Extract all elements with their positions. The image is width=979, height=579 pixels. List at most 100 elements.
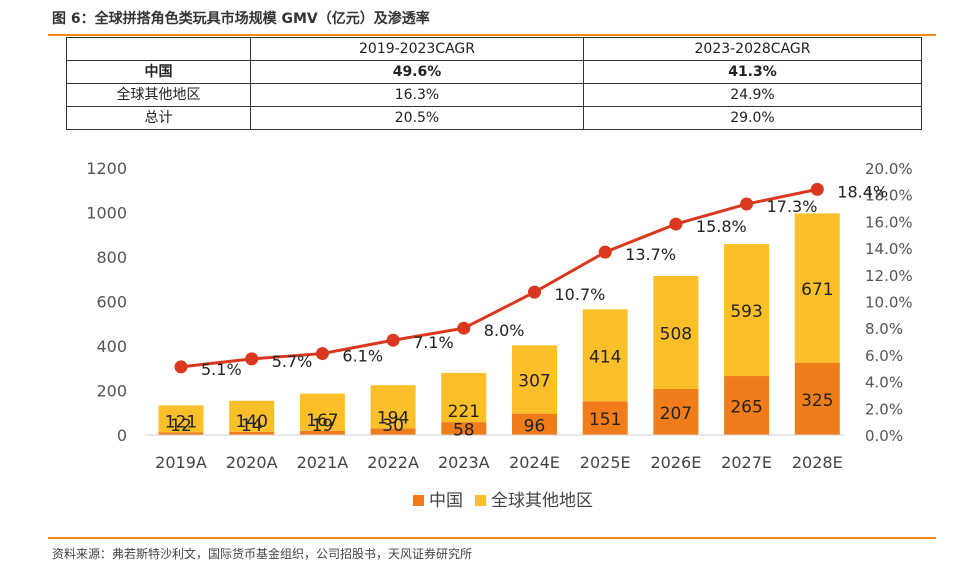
left-axis-tick-label: 200	[96, 382, 127, 401]
right-axis-tick-label: 18.0%	[865, 187, 913, 205]
data-label-rest-of-world: 593	[730, 302, 762, 322]
bar-rest-of-world	[653, 275, 699, 389]
source-note: 资料来源：弗若斯特沙利文，国际货币基金组织，公司招股书，天风证券研究所	[52, 547, 473, 561]
bar-china	[158, 432, 204, 435]
table-cell-value: 29.0%	[583, 106, 922, 130]
x-axis-category-label: 2026E	[650, 453, 701, 472]
table-cell-value: 49.6%	[250, 60, 584, 84]
bar-rest-of-world	[229, 400, 275, 432]
bar-rest-of-world	[724, 244, 770, 377]
penetration-label: 10.7%	[555, 285, 606, 304]
bar-china	[724, 376, 770, 435]
figure-title: 图 6：全球拼搭角色类玩具市场规模 GMV（亿元）及渗透率	[52, 11, 430, 27]
bar-rest-of-world	[794, 213, 840, 363]
penetration-label: 6.1%	[342, 347, 383, 366]
cagr-table: 2019-2023CAGR 2023-2028CAGR 中国 49.6% 41.…	[66, 37, 922, 130]
penetration-point	[245, 352, 259, 366]
x-axis-category-label: 2025E	[580, 453, 631, 472]
penetration-label: 5.7%	[272, 352, 313, 371]
data-label-rest-of-world: 140	[235, 412, 267, 432]
penetration-point	[528, 285, 541, 299]
bar-rest-of-world	[582, 309, 628, 402]
penetration-label: 15.8%	[696, 217, 747, 236]
data-label-china: 96	[524, 416, 546, 436]
table-row: 中国 49.6% 41.3%	[66, 60, 922, 84]
x-axis-category-label: 2022A	[367, 453, 419, 472]
legend-swatch-rest-of-world	[475, 495, 486, 506]
bar-china	[370, 428, 416, 435]
penetration-point	[810, 182, 824, 196]
right-axis-tick-label: 14.0%	[865, 240, 913, 258]
x-axis-category-label: 2027E	[721, 453, 772, 472]
table-cell-region: 全球其他地区	[66, 83, 251, 107]
right-axis-tick-label: 0.0%	[865, 427, 903, 445]
bar-china	[299, 430, 345, 435]
table-cell-region: 中国	[66, 60, 251, 84]
penetration-label: 7.1%	[413, 333, 454, 352]
data-label-rest-of-world: 167	[306, 411, 338, 431]
left-axis-tick-label: 400	[96, 337, 127, 356]
penetration-point	[386, 333, 400, 347]
bar-china	[582, 401, 628, 435]
penetration-label: 5.1%	[201, 360, 242, 379]
data-label-rest-of-world: 121	[165, 412, 197, 432]
table-header-cagr-2019-2023: 2019-2023CAGR	[250, 37, 584, 61]
x-axis-category-label: 2020A	[226, 453, 278, 472]
data-label-rest-of-world: 221	[448, 402, 480, 422]
penetration-point	[457, 321, 471, 335]
bar-rest-of-world	[370, 385, 416, 429]
x-axis-category-label: 2028E	[792, 453, 843, 472]
table-row: 全球其他地区 16.3% 24.9%	[66, 83, 922, 107]
data-label-rest-of-world: 307	[518, 371, 550, 391]
table-header-row: 2019-2023CAGR 2023-2028CAGR	[66, 37, 922, 61]
left-axis-tick-label: 0	[117, 426, 127, 445]
penetration-point	[315, 347, 329, 361]
table-cell-value: 20.5%	[250, 106, 584, 130]
left-axis-tick-label: 1000	[86, 204, 127, 223]
right-axis-tick-label: 8.0%	[865, 320, 903, 338]
penetration-point	[669, 217, 683, 231]
data-label-china: 151	[589, 410, 621, 430]
table-cell-value: 16.3%	[250, 83, 584, 107]
legend-swatch-china	[413, 495, 424, 506]
penetration-label: 18.4%	[837, 182, 888, 201]
x-axis-category-label: 2019A	[155, 453, 207, 472]
penetration-label: 13.7%	[625, 245, 676, 264]
x-axis-category-label: 2023A	[438, 453, 490, 472]
legend-label-rest-of-world: 全球其他地区	[491, 491, 593, 511]
table-header-cagr-2023-2028: 2023-2028CAGR	[583, 37, 922, 61]
table-cell-region: 总计	[66, 106, 251, 130]
data-label-rest-of-world: 671	[801, 280, 833, 300]
bar-china	[653, 388, 699, 435]
right-axis-tick-label: 2.0%	[865, 400, 903, 418]
table-cell-value: 24.9%	[583, 83, 922, 107]
penetration-point	[174, 360, 188, 374]
left-axis-tick-label: 1200	[86, 159, 127, 178]
data-label-rest-of-world: 508	[660, 324, 692, 344]
penetration-label: 8.0%	[484, 321, 525, 340]
bar-china	[512, 413, 557, 435]
right-axis-tick-label: 6.0%	[865, 347, 903, 365]
data-label-china: 19	[312, 416, 334, 436]
data-label-rest-of-world: 194	[377, 408, 409, 428]
data-label-china: 325	[801, 391, 833, 411]
bar-rest-of-world	[158, 405, 204, 433]
bar-rest-of-world	[441, 372, 487, 423]
left-axis-tick-label: 600	[96, 293, 127, 312]
table-cell-value: 41.3%	[583, 60, 922, 84]
right-axis-tick-label: 12.0%	[865, 267, 913, 285]
legend-label-china: 中国	[429, 491, 463, 511]
bottom-rule	[48, 537, 936, 539]
data-label-china: 58	[453, 421, 475, 441]
bar-china	[441, 422, 487, 435]
right-axis-tick-label: 16.0%	[865, 213, 913, 231]
penetration-label: 17.3%	[767, 197, 818, 216]
x-axis-category-label: 2021A	[297, 453, 349, 472]
x-axis-category-label: 2024E	[509, 453, 560, 472]
penetration-point	[740, 197, 754, 211]
right-axis-tick-label: 20.0%	[865, 160, 913, 178]
right-axis-tick-label: 4.0%	[865, 374, 903, 392]
data-label-china: 14	[241, 416, 263, 436]
left-axis-tick-label: 800	[96, 248, 127, 267]
penetration-point	[598, 245, 612, 259]
